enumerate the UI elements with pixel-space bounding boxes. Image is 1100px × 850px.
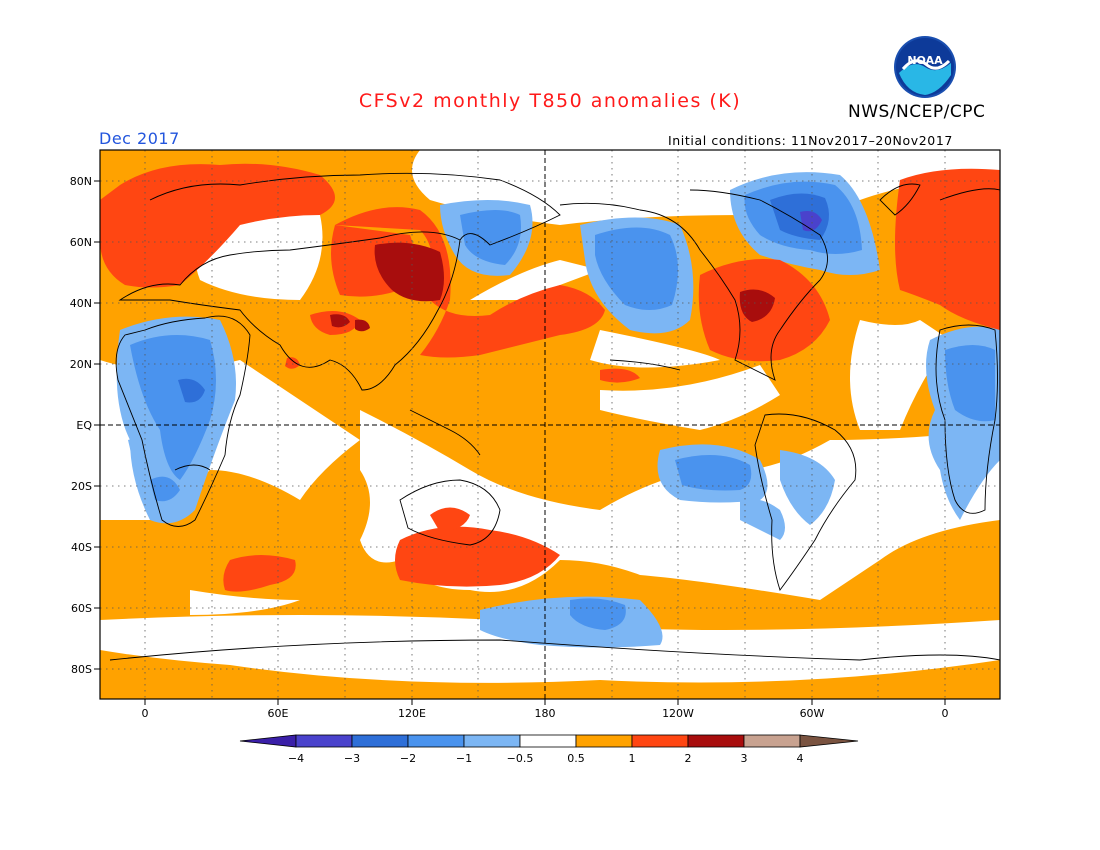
colorbar-labels: −4 −3 −2 −1 −0.5 0.5 1 2 3 4 xyxy=(288,752,804,765)
colorbar-label: 3 xyxy=(741,752,748,765)
axis-ticks xyxy=(94,180,946,705)
lat-label-40s: 40S xyxy=(71,541,92,554)
colorbar-bin xyxy=(687,734,745,748)
anomaly-field xyxy=(100,150,1000,699)
logo-text: NOAA xyxy=(907,54,943,67)
lon-label-0-east: 0 xyxy=(942,707,949,720)
colorbar-bin xyxy=(519,734,577,748)
equator-dateline xyxy=(100,150,1000,699)
colorbar-label: 4 xyxy=(797,752,804,765)
colorbar-label: −1 xyxy=(456,752,472,765)
colorbar-arrow-low xyxy=(239,734,297,748)
lat-label-80n: 80N xyxy=(70,175,92,188)
forecast-month: Dec 2017 xyxy=(99,129,180,148)
colorbar-label: 1 xyxy=(629,752,636,765)
colorbar-label: −2 xyxy=(400,752,416,765)
page-title: CFSv2 monthly T850 anomalies (K) xyxy=(358,90,742,112)
lon-label-120e: 120E xyxy=(398,707,426,720)
lat-label-80s: 80S xyxy=(71,663,92,676)
colorbar-label: −0.5 xyxy=(507,752,534,765)
colorbar-label: −3 xyxy=(344,752,360,765)
initial-conditions-label: Initial conditions: 11Nov2017–20Nov2017 xyxy=(668,133,953,148)
gridlines xyxy=(100,150,1000,699)
lon-label-60w: 60W xyxy=(800,707,825,720)
lat-label-60n: 60N xyxy=(70,236,92,249)
longitude-labels: 0 60E 120E 180 120W 60W 0 xyxy=(142,707,949,720)
colorbar-bin xyxy=(743,734,801,748)
lon-label-60e: 60E xyxy=(268,707,289,720)
agency-label: NWS/NCEP/CPC xyxy=(848,102,986,122)
lon-label-120w: 120W xyxy=(662,707,694,720)
colorbar-bin xyxy=(351,734,409,748)
lat-label-40n: 40N xyxy=(70,297,92,310)
noaa-logo-icon: NOAA xyxy=(894,36,956,98)
colorbar-bin xyxy=(407,734,465,748)
lat-label-20s: 20S xyxy=(71,480,92,493)
lat-label-eq: EQ xyxy=(76,419,92,432)
latitude-labels: 80N 60N 40N 20N EQ 20S 40S 60S 80S xyxy=(70,175,93,676)
colorbar-bin xyxy=(463,734,521,748)
lon-label-0: 0 xyxy=(142,707,149,720)
colorbar xyxy=(239,734,859,748)
colorbar-bin xyxy=(631,734,689,748)
coastlines xyxy=(109,172,1000,661)
lon-label-180: 180 xyxy=(535,707,556,720)
colorbar-label: −4 xyxy=(288,752,304,765)
colorbar-bin xyxy=(575,734,633,748)
colorbar-bin xyxy=(295,734,353,748)
lat-label-20n: 20N xyxy=(70,358,92,371)
colorbar-label: 2 xyxy=(685,752,692,765)
colorbar-label: 0.5 xyxy=(567,752,585,765)
colorbar-arrow-high xyxy=(799,734,859,748)
lat-label-60s: 60S xyxy=(71,602,92,615)
